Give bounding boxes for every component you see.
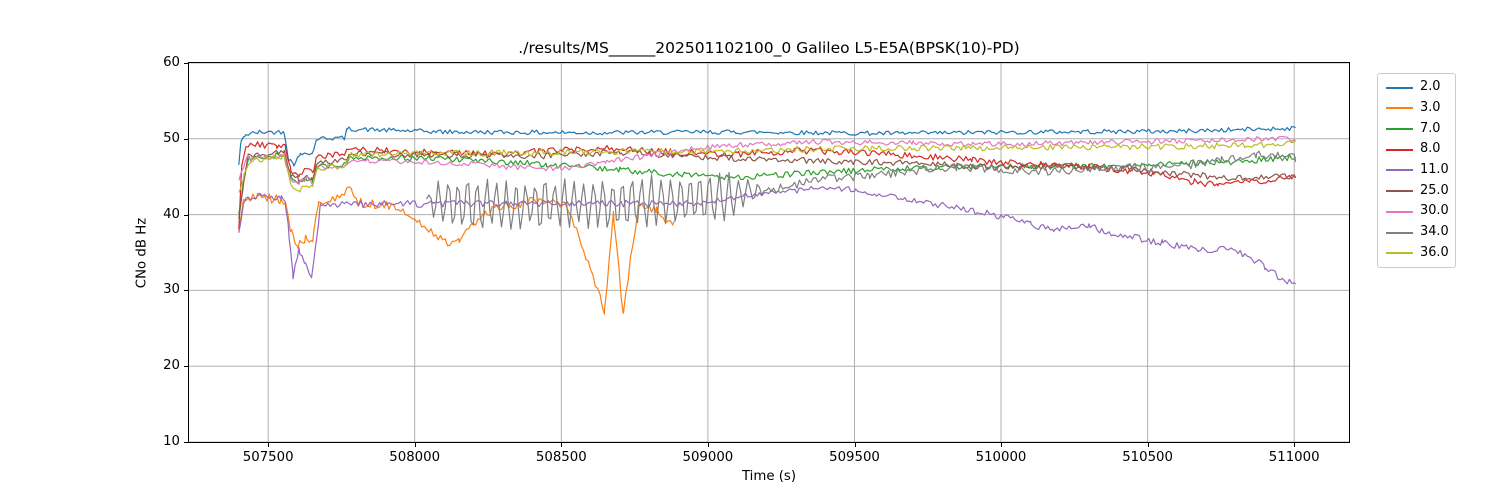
y-tick-label: 60: [163, 55, 180, 70]
legend-label: 30.0: [1420, 203, 1449, 219]
legend-label: 25.0: [1420, 182, 1449, 198]
legend-item-25.0: 25.0: [1378, 181, 1455, 201]
x-axis-label: Time (s): [741, 469, 797, 484]
plot-area: [188, 62, 1350, 443]
legend-swatch: [1386, 128, 1413, 131]
gridlines: [189, 63, 1349, 442]
legend-label: 3.0: [1420, 99, 1441, 115]
legend: 2.0 3.0 7.0 8.0 11.0 25.0 30.0 34.0 36.0: [1377, 73, 1456, 268]
legend-item-8.0: 8.0: [1378, 140, 1455, 160]
series-line-7.0: [238, 152, 1297, 219]
x-tick-mark: [414, 443, 416, 447]
x-tick-label: 508000: [389, 450, 441, 465]
series-line-30.0: [238, 135, 1297, 186]
legend-swatch: [1386, 190, 1413, 193]
legend-item-36.0: 36.0: [1378, 243, 1455, 263]
legend-label: 36.0: [1420, 244, 1449, 260]
y-tick-label: 50: [163, 130, 180, 146]
series-line-2.0: [238, 125, 1296, 167]
series-line-8.0: [238, 141, 1297, 230]
y-tick-label: 20: [163, 358, 180, 374]
series-line-36.0: [238, 139, 1297, 193]
legend-swatch: [1386, 148, 1413, 151]
x-tick-mark: [854, 443, 856, 447]
x-tick-mark: [561, 443, 563, 447]
legend-swatch: [1386, 252, 1413, 255]
y-axis-label: CNo dB Hz: [134, 217, 150, 289]
legend-label: 34.0: [1420, 224, 1449, 240]
legend-item-34.0: 34.0: [1378, 223, 1455, 243]
legend-label: 8.0: [1420, 141, 1441, 157]
x-tick-mark: [1147, 443, 1149, 447]
y-tick-label: 30: [163, 282, 180, 298]
legend-item-11.0: 11.0: [1378, 160, 1455, 180]
chart-canvas: [189, 63, 1349, 442]
y-tick-label: 10: [163, 434, 180, 449]
legend-swatch: [1386, 107, 1413, 110]
x-tick-label: 510500: [1122, 450, 1173, 465]
legend-label: 2.0: [1420, 79, 1441, 95]
series-line-34.0: [425, 150, 1297, 230]
y-tick-mark: [184, 290, 188, 292]
x-tick-label: 511000: [1268, 450, 1320, 465]
legend-label: 11.0: [1420, 161, 1449, 177]
legend-swatch: [1386, 169, 1413, 172]
x-tick-mark: [268, 443, 270, 447]
y-tick-mark: [184, 63, 188, 64]
legend-swatch: [1386, 86, 1413, 89]
series-line-11.0: [238, 185, 1296, 285]
y-tick-mark: [184, 214, 188, 216]
legend-item-3.0: 3.0: [1378, 98, 1455, 118]
x-tick-mark: [1294, 443, 1296, 447]
legend-swatch: [1386, 231, 1413, 234]
x-tick-mark: [707, 443, 709, 447]
x-tick-label: 510000: [975, 450, 1027, 465]
x-tick-mark: [1001, 443, 1002, 447]
x-tick-label: 509500: [829, 450, 880, 465]
y-tick-mark: [184, 442, 188, 443]
legend-item-2.0: 2.0: [1378, 78, 1455, 98]
legend-swatch: [1386, 210, 1413, 213]
x-tick-label: 509000: [682, 450, 734, 465]
y-tick-mark: [184, 138, 188, 140]
legend-label: 7.0: [1420, 120, 1441, 136]
y-tick-label: 40: [163, 206, 180, 222]
series-line-3.0: [238, 186, 675, 315]
x-tick-label: 507500: [242, 450, 294, 465]
legend-item-7.0: 7.0: [1378, 119, 1455, 139]
plot-title: ./results/MS______202501102100_0 Galileo…: [518, 39, 1020, 57]
legend-item-30.0: 30.0: [1378, 202, 1455, 222]
y-tick-mark: [184, 366, 188, 368]
x-tick-label: 508500: [535, 450, 587, 465]
